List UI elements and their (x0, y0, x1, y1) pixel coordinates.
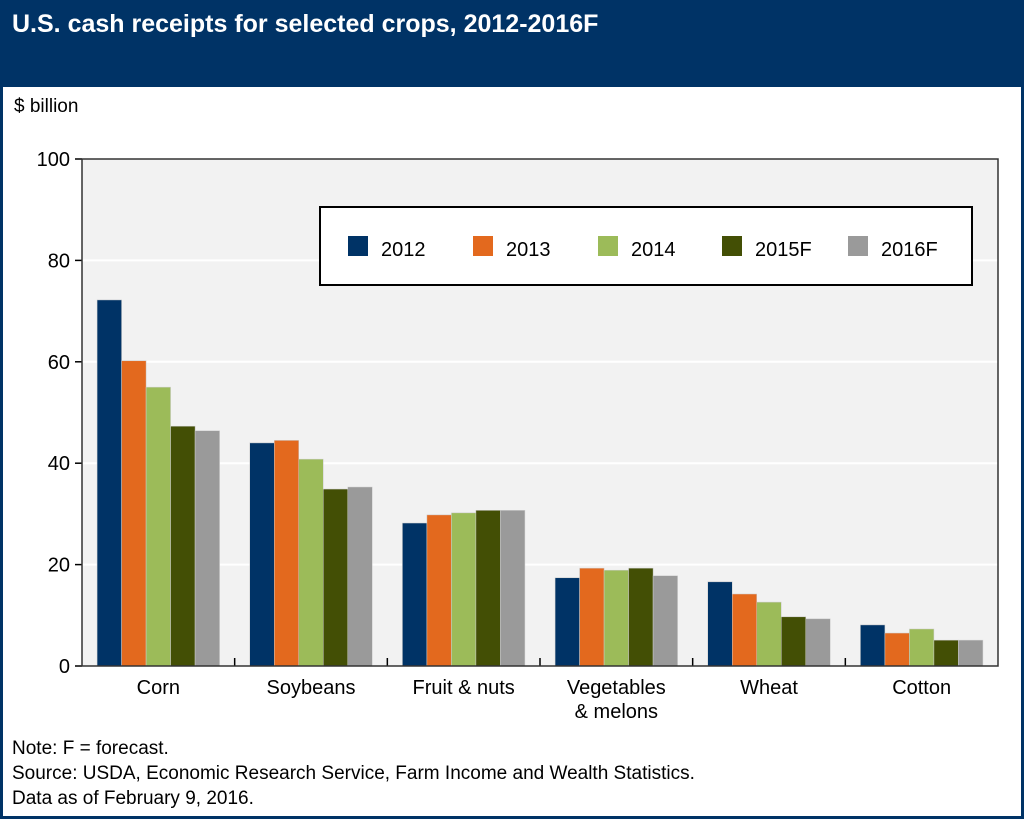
bar-2016F-0 (194, 430, 220, 667)
x-tick-label: Vegetables (567, 677, 666, 699)
bar-2016F-5 (958, 639, 984, 667)
bar-2013-1 (274, 440, 299, 667)
bar-2013-5 (884, 632, 910, 667)
bar-2014-2 (451, 512, 477, 667)
bar-2012-2 (402, 522, 428, 667)
bar-2012-3 (554, 577, 580, 667)
bar-2015F-2 (475, 510, 501, 667)
bar-2012-5 (860, 624, 886, 667)
x-tick-label: Corn (137, 677, 180, 699)
legend-label-2014: 2014 (631, 239, 676, 261)
y-tick-label: 60 (48, 352, 70, 374)
bar-2016F-2 (500, 510, 526, 667)
legend-swatch-2013 (473, 236, 493, 256)
bar-2014-3 (603, 569, 629, 667)
legend-swatch-2012 (348, 236, 368, 256)
bar-2016F-4 (805, 618, 831, 667)
note-text: Note: F = forecast. (12, 738, 169, 759)
legend-swatch-2014 (598, 236, 618, 256)
date-text: Data as of February 9, 2016. (12, 788, 254, 809)
x-tick-label: Cotton (892, 677, 951, 699)
legend-box (319, 206, 973, 286)
x-tick-label: Wheat (740, 677, 798, 699)
legend: 2012 2013 2014 2015F 2016F (319, 206, 973, 286)
bar-2012-4 (707, 581, 733, 667)
bar-2014-4 (756, 601, 782, 667)
bar-2015F-0 (170, 425, 196, 667)
y-tick-label: 20 (48, 555, 70, 577)
y-tick-label: 40 (48, 453, 70, 475)
y-axis-label: $ billion (14, 96, 78, 117)
legend-label-2015F: 2015F (755, 239, 812, 261)
bar-2013-0 (121, 360, 147, 667)
legend-swatch-2016F (848, 236, 868, 256)
bar-2014-5 (909, 628, 935, 667)
bar-2015F-5 (933, 639, 959, 667)
x-tick-label: Fruit & nuts (413, 677, 515, 699)
bar-2013-2 (426, 514, 452, 667)
y-tick-label: 100 (37, 149, 70, 171)
plot-border (81, 158, 999, 667)
bar-2013-4 (732, 593, 757, 667)
bar-2015F-3 (628, 567, 654, 667)
y-tick-label: 80 (48, 250, 70, 272)
bar-2015F-4 (781, 616, 806, 667)
legend-label-2012: 2012 (381, 239, 426, 261)
x-tick-label: Soybeans (267, 677, 356, 699)
y-tick-label: 0 (59, 656, 70, 678)
legend-swatch-2015F (722, 236, 742, 256)
source-text: Source: USDA, Economic Research Service,… (12, 763, 695, 784)
bar-2016F-3 (652, 575, 678, 667)
bar-2016F-1 (347, 486, 373, 667)
legend-label-2013: 2013 (506, 239, 551, 261)
bar-2012-1 (249, 442, 275, 667)
chart-title: U.S. cash receipts for selected crops, 2… (12, 10, 599, 38)
bar-2015F-1 (323, 488, 348, 667)
bar-2014-1 (298, 458, 324, 667)
legend-label-2016F: 2016F (881, 239, 938, 261)
bar-2014-0 (145, 386, 171, 667)
bar-2013-3 (579, 567, 605, 667)
x-tick-label: & melons (575, 701, 658, 723)
bar-2012-0 (96, 299, 122, 667)
